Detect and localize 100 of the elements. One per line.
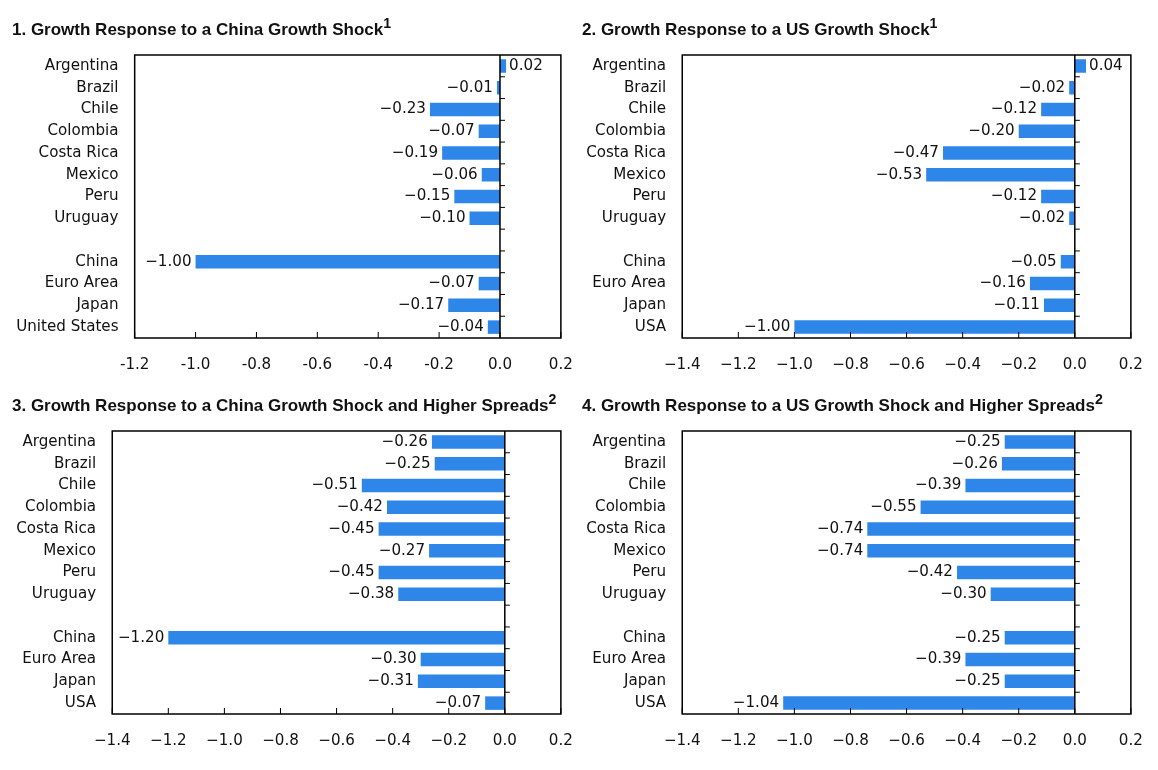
y-tick-label: Uruguay: [54, 208, 119, 227]
y-tick-label: Japan: [622, 295, 667, 314]
data-label: −0.39: [915, 475, 962, 494]
data-label: −0.25: [384, 453, 431, 472]
y-tick-label: Colombia: [25, 497, 97, 516]
y-tick-label: China: [622, 251, 667, 270]
data-label: −0.20: [968, 121, 1015, 140]
x-tick-label: 0.0: [487, 354, 513, 373]
data-label: −1.04: [732, 693, 780, 711]
y-tick-label: Euro Area: [44, 273, 119, 292]
y-tick-label: Japan: [622, 671, 667, 690]
data-label: −0.47: [892, 142, 939, 161]
y-tick-label: Mexico: [613, 540, 667, 559]
data-label: −0.74: [816, 518, 864, 537]
x-tick-label: -1.0: [180, 354, 211, 373]
y-tick-label: Uruguay: [601, 584, 667, 603]
data-label: −0.27: [378, 540, 426, 559]
y-tick-label: Peru: [632, 562, 667, 581]
x-tick-label: 0.0: [1062, 730, 1087, 749]
data-label: −0.25: [954, 627, 1001, 646]
y-tick-label: Chile: [628, 475, 667, 494]
data-label: 0.04: [1089, 55, 1123, 74]
data-label: −0.19: [391, 142, 439, 161]
y-tick-label: Peru: [62, 562, 97, 581]
chart-title: 4. Growth Response to a US Growth Shock and Higher Spreads$^{2}$: [581, 390, 1104, 415]
y-tick-label: USA: [64, 693, 97, 711]
y-tick-label: United States: [16, 317, 119, 335]
data-label: −0.25: [954, 431, 1001, 450]
chart-title: 1. Growth Response to a China Growth Shock$^{1}$: [11, 14, 393, 39]
y-tick-label: Argentina: [22, 431, 97, 450]
data-label: −0.38: [347, 584, 395, 603]
x-tick-label: −1.0: [206, 730, 243, 749]
y-tick-label: Argentina: [592, 431, 667, 450]
data-label: −0.26: [951, 453, 998, 472]
x-tick-label: −1.4: [93, 730, 131, 749]
data-label: −0.39: [915, 649, 962, 668]
y-tick-label: USA: [634, 693, 667, 711]
y-tick-label: Uruguay: [601, 208, 667, 227]
x-tick-label: -0.4: [363, 354, 393, 373]
data-label: −0.51: [311, 475, 358, 494]
data-label: −0.53: [875, 164, 923, 183]
x-tick-label: −0.2: [1000, 730, 1038, 749]
data-label: −0.11: [993, 295, 1040, 314]
chart-title: 2. Growth Response to a US Growth Shock$^{1}$: [581, 14, 939, 39]
x-tick-label: −1.0: [776, 730, 813, 749]
chart-title: 3. Growth Response to a China Growth Shock and Higher Spreads$^{2}$: [11, 390, 558, 415]
y-tick-label: Mexico: [65, 164, 119, 183]
x-tick-label: −1.4: [663, 354, 701, 373]
data-label: −0.05: [1010, 251, 1057, 270]
data-label: −0.31: [367, 671, 414, 690]
y-tick-label: Costa Rica: [38, 142, 119, 161]
y-tick-label: Euro Area: [22, 649, 97, 668]
y-tick-label: Chile: [80, 99, 119, 118]
data-label: −1.20: [117, 627, 165, 646]
y-tick-label: China: [622, 627, 667, 646]
data-label: −0.42: [336, 497, 383, 516]
y-tick-label: Japan: [52, 671, 97, 690]
y-tick-label: China: [75, 251, 119, 270]
data-label: −0.23: [379, 99, 426, 118]
data-label: −0.01: [446, 77, 493, 96]
x-tick-label: −1.2: [719, 730, 757, 749]
x-tick-label: 0.2: [1118, 730, 1143, 749]
x-tick-label: −0.6: [888, 354, 925, 373]
x-tick-label: −1.4: [663, 730, 701, 749]
data-label: −0.30: [940, 584, 987, 603]
y-tick-label: Mexico: [613, 164, 667, 183]
data-label: −0.07: [428, 273, 475, 292]
y-tick-label: Brazil: [623, 77, 667, 96]
x-tick-label: −0.2: [1000, 354, 1038, 373]
y-tick-label: Brazil: [623, 453, 667, 472]
data-label: −0.12: [990, 99, 1038, 118]
y-tick-label: USA: [634, 317, 667, 335]
y-tick-label: Colombia: [595, 497, 667, 516]
y-tick-label: Uruguay: [31, 584, 97, 603]
data-label: −0.25: [954, 671, 1001, 690]
y-tick-label: Brazil: [53, 453, 97, 472]
data-label: 0.02: [509, 55, 543, 74]
x-tick-label: −0.4: [944, 730, 981, 749]
data-label: −0.26: [381, 431, 428, 450]
y-tick-label: Japan: [75, 295, 119, 314]
y-tick-label: Colombia: [595, 121, 667, 140]
data-label: −0.74: [816, 540, 864, 559]
y-tick-label: Peru: [84, 186, 119, 205]
data-label: −0.02: [1018, 77, 1066, 96]
x-tick-label: 0.2: [1118, 354, 1143, 373]
x-tick-label: −1.0: [776, 354, 813, 373]
data-label: −0.07: [434, 693, 482, 711]
x-tick-label: -0.6: [302, 354, 333, 373]
data-label: −0.02: [1018, 208, 1066, 227]
x-tick-label: -0.2: [424, 354, 454, 373]
y-tick-label: Mexico: [43, 540, 97, 559]
y-tick-label: Chile: [58, 475, 97, 494]
data-label: −1.00: [145, 251, 192, 270]
data-label: −0.15: [403, 186, 451, 205]
y-tick-label: Chile: [628, 99, 667, 118]
x-tick-label: −0.8: [832, 730, 869, 749]
data-label: −0.16: [979, 273, 1026, 292]
y-tick-label: Costa Rica: [586, 518, 667, 537]
data-label: −0.45: [328, 518, 375, 537]
y-tick-label: Costa Rica: [586, 142, 667, 161]
